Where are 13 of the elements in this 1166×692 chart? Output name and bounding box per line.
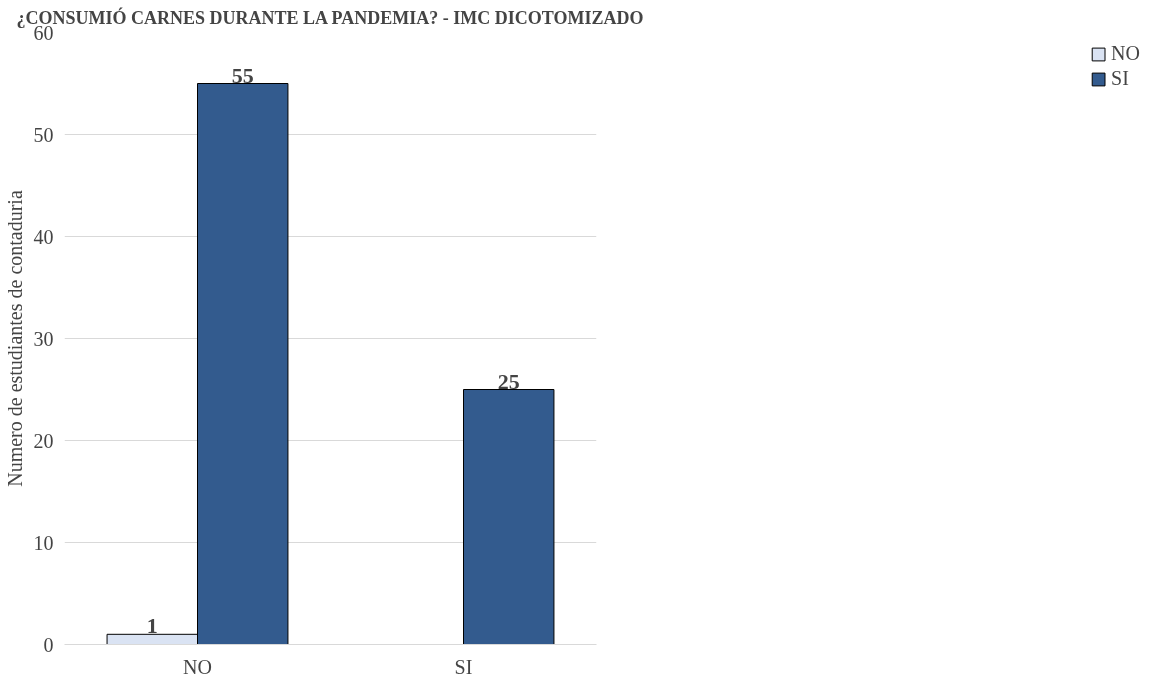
legend-label: SI — [1111, 67, 1130, 90]
y-tick-label: 0 — [43, 633, 54, 656]
y-tick-label: 30 — [33, 327, 54, 350]
y-tick-label: 40 — [33, 225, 54, 248]
data-label: 25 — [497, 368, 520, 394]
data-label: 1 — [146, 613, 158, 639]
y-tick-label: 50 — [33, 123, 54, 146]
y-tick-label: 10 — [33, 531, 54, 554]
y-axis-title: Numero de estudiantes de contaduria — [3, 190, 26, 487]
data-label: 55 — [231, 62, 254, 88]
y-tick-label: 20 — [33, 429, 54, 452]
legend-label: NO — [1111, 42, 1140, 65]
bar — [463, 389, 555, 645]
